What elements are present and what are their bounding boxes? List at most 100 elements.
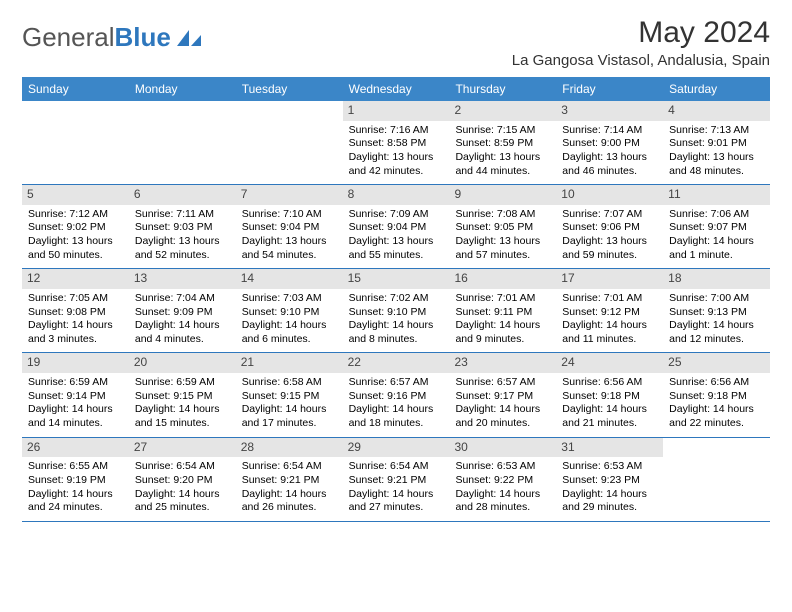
day-number: 29 xyxy=(343,438,450,458)
daylight-line: Daylight: 14 hours and 17 minutes. xyxy=(242,403,337,430)
sunset-line: Sunset: 9:12 PM xyxy=(562,306,657,320)
logo-text-general: General xyxy=(22,22,115,53)
daylight-line: Daylight: 13 hours and 46 minutes. xyxy=(562,151,657,178)
calendar-day: 4Sunrise: 7:13 AMSunset: 9:01 PMDaylight… xyxy=(663,101,770,184)
sunset-line: Sunset: 9:14 PM xyxy=(28,390,123,404)
sunset-line: Sunset: 9:07 PM xyxy=(669,221,764,235)
calendar-day: 23 Sunrise: 6:57 AMSunset: 9:17 PMDayligh… xyxy=(449,353,556,436)
sunrise-line: Sunrise: 6:54 AM xyxy=(349,460,444,474)
sunrise-line: Sunrise: 6:59 AM xyxy=(135,376,230,390)
calendar-week: 26Sunrise: 6:55 AMSunset: 9:19 PMDayligh… xyxy=(22,438,770,522)
sunset-line: Sunset: 9:04 PM xyxy=(349,221,444,235)
sunrise-line: Sunrise: 7:16 AM xyxy=(349,124,444,138)
day-number: 25 xyxy=(663,353,770,373)
sunset-line: Sunset: 9:11 PM xyxy=(455,306,550,320)
day-number: 12 xyxy=(22,269,129,289)
calendar-day: 19 Sunrise: 6:59 AMSunset: 9:14 PMDayligh… xyxy=(22,353,129,436)
day-number: 26 xyxy=(22,438,129,458)
daylight-line: Daylight: 13 hours and 52 minutes. xyxy=(135,235,230,262)
sunrise-line: Sunrise: 7:01 AM xyxy=(455,292,550,306)
calendar-day: 5Sunrise: 7:12 AMSunset: 9:02 PMDaylight… xyxy=(22,185,129,268)
daylight-line: Daylight: 14 hours and 25 minutes. xyxy=(135,488,230,515)
calendar-week: 1Sunrise: 7:16 AMSunset: 8:58 PMDaylight… xyxy=(22,101,770,185)
logo-text-blue: Blue xyxy=(115,22,171,53)
page-header: GeneralBlue May 2024 La Gangosa Vistasol… xyxy=(22,16,770,69)
sunrise-line: Sunrise: 7:01 AM xyxy=(562,292,657,306)
day-number: 18 xyxy=(663,269,770,289)
sunset-line: Sunset: 9:05 PM xyxy=(455,221,550,235)
sunset-line: Sunset: 9:00 PM xyxy=(562,137,657,151)
calendar-day: 31Sunrise: 6:53 AMSunset: 9:23 PMDayligh… xyxy=(556,438,663,521)
daylight-line: Daylight: 14 hours and 1 minute. xyxy=(669,235,764,262)
calendar-day: 3Sunrise: 7:14 AMSunset: 9:00 PMDaylight… xyxy=(556,101,663,184)
calendar-week: 19Sunrise: 6:59 AMSunset: 9:14 PMDayligh… xyxy=(22,353,770,437)
day-header-cell: Wednesday xyxy=(343,77,450,101)
calendar-day: 28Sunrise: 6:54 AMSunset: 9:21 PMDayligh… xyxy=(236,438,343,521)
calendar-day-empty xyxy=(236,101,343,184)
calendar-day: 11Sunrise: 7:06 AMSunset: 9:07 PMDayligh… xyxy=(663,185,770,268)
sunset-line: Sunset: 9:08 PM xyxy=(28,306,123,320)
daylight-line: Daylight: 13 hours and 57 minutes. xyxy=(455,235,550,262)
day-header-cell: Thursday xyxy=(449,77,556,101)
day-header-cell: Friday xyxy=(556,77,663,101)
day-number: 30 xyxy=(449,438,556,458)
day-number: 22 xyxy=(343,353,450,373)
day-number: 23 xyxy=(449,353,556,373)
day-number: 24 xyxy=(556,353,663,373)
sunrise-line: Sunrise: 6:53 AM xyxy=(562,460,657,474)
day-number: 19 xyxy=(22,353,129,373)
sunrise-line: Sunrise: 7:05 AM xyxy=(28,292,123,306)
calendar-week: 12Sunrise: 7:05 AMSunset: 9:08 PMDayligh… xyxy=(22,269,770,353)
sunset-line: Sunset: 9:15 PM xyxy=(135,390,230,404)
daylight-line: Daylight: 14 hours and 20 minutes. xyxy=(455,403,550,430)
calendar-day: 27Sunrise: 6:54 AMSunset: 9:20 PMDayligh… xyxy=(129,438,236,521)
day-number: 4 xyxy=(663,101,770,121)
calendar-day: 17Sunrise: 7:01 AMSunset: 9:12 PMDayligh… xyxy=(556,269,663,352)
sunset-line: Sunset: 9:16 PM xyxy=(349,390,444,404)
day-number: 27 xyxy=(129,438,236,458)
sunrise-line: Sunrise: 6:57 AM xyxy=(455,376,550,390)
day-number: 14 xyxy=(236,269,343,289)
daylight-line: Daylight: 13 hours and 59 minutes. xyxy=(562,235,657,262)
sunrise-line: Sunrise: 7:09 AM xyxy=(349,208,444,222)
sunset-line: Sunset: 9:18 PM xyxy=(669,390,764,404)
daylight-line: Daylight: 14 hours and 18 minutes. xyxy=(349,403,444,430)
daylight-line: Daylight: 13 hours and 48 minutes. xyxy=(669,151,764,178)
daylight-line: Daylight: 14 hours and 6 minutes. xyxy=(242,319,337,346)
calendar-day: 16Sunrise: 7:01 AMSunset: 9:11 PMDayligh… xyxy=(449,269,556,352)
sunset-line: Sunset: 9:02 PM xyxy=(28,221,123,235)
calendar-day: 10Sunrise: 7:07 AMSunset: 9:06 PMDayligh… xyxy=(556,185,663,268)
calendar-day: 24Sunrise: 6:56 AMSunset: 9:18 PMDayligh… xyxy=(556,353,663,436)
sunset-line: Sunset: 9:13 PM xyxy=(669,306,764,320)
calendar-day: 2Sunrise: 7:15 AMSunset: 8:59 PMDaylight… xyxy=(449,101,556,184)
sunrise-line: Sunrise: 7:11 AM xyxy=(135,208,230,222)
calendar-day: 9Sunrise: 7:08 AMSunset: 9:05 PMDaylight… xyxy=(449,185,556,268)
daylight-line: Daylight: 14 hours and 26 minutes. xyxy=(242,488,337,515)
sunrise-line: Sunrise: 6:59 AM xyxy=(28,376,123,390)
calendar-day: 20Sunrise: 6:59 AMSunset: 9:15 PMDayligh… xyxy=(129,353,236,436)
sunset-line: Sunset: 9:18 PM xyxy=(562,390,657,404)
sunset-line: Sunset: 9:09 PM xyxy=(135,306,230,320)
daylight-line: Daylight: 14 hours and 12 minutes. xyxy=(669,319,764,346)
daylight-line: Daylight: 14 hours and 15 minutes. xyxy=(135,403,230,430)
sunrise-line: Sunrise: 6:55 AM xyxy=(28,460,123,474)
sunrise-line: Sunrise: 7:10 AM xyxy=(242,208,337,222)
sunset-line: Sunset: 9:17 PM xyxy=(455,390,550,404)
day-header-cell: Sunday xyxy=(22,77,129,101)
calendar-day: 25Sunrise: 6:56 AMSunset: 9:18 PMDayligh… xyxy=(663,353,770,436)
daylight-line: Daylight: 13 hours and 42 minutes. xyxy=(349,151,444,178)
day-number: 15 xyxy=(343,269,450,289)
calendar-day-empty xyxy=(129,101,236,184)
day-number: 21 xyxy=(236,353,343,373)
sunset-line: Sunset: 9:21 PM xyxy=(349,474,444,488)
daylight-line: Daylight: 14 hours and 14 minutes. xyxy=(28,403,123,430)
daylight-line: Daylight: 14 hours and 21 minutes. xyxy=(562,403,657,430)
sunrise-line: Sunrise: 6:57 AM xyxy=(349,376,444,390)
sunset-line: Sunset: 9:10 PM xyxy=(242,306,337,320)
sunset-line: Sunset: 9:03 PM xyxy=(135,221,230,235)
daylight-line: Daylight: 14 hours and 3 minutes. xyxy=(28,319,123,346)
calendar-day: 8Sunrise: 7:09 AMSunset: 9:04 PMDaylight… xyxy=(343,185,450,268)
daylight-line: Daylight: 14 hours and 29 minutes. xyxy=(562,488,657,515)
sunset-line: Sunset: 9:01 PM xyxy=(669,137,764,151)
sunrise-line: Sunrise: 6:53 AM xyxy=(455,460,550,474)
